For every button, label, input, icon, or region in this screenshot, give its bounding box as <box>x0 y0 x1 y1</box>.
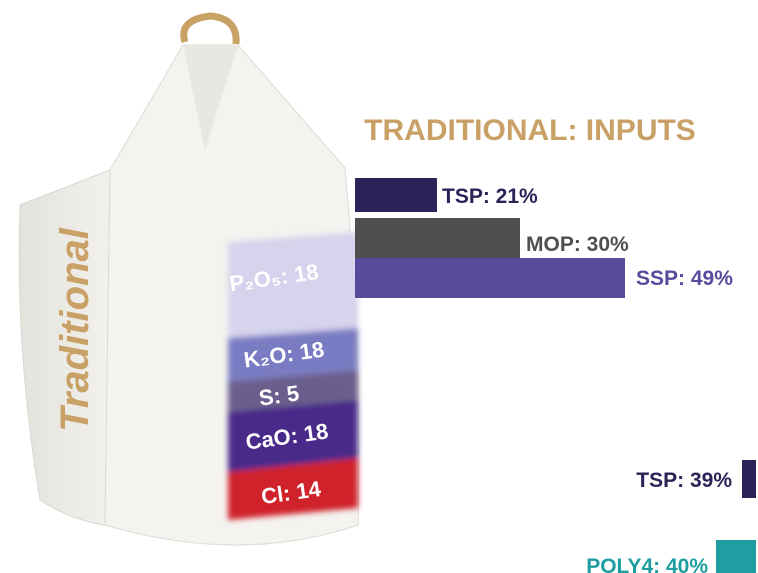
bag-side <box>18 169 111 526</box>
bar <box>742 460 756 498</box>
bar-label: POLY4: 40% <box>586 555 708 573</box>
layer <box>228 328 358 382</box>
bar <box>716 540 756 573</box>
bar-label: TSP: 39% <box>636 469 732 492</box>
bar <box>355 218 520 258</box>
layer <box>228 458 358 520</box>
bar-label: SSP: 49% <box>636 267 733 290</box>
bar <box>355 258 625 298</box>
bar-label: TSP: 21% <box>442 185 538 208</box>
layer <box>228 232 358 338</box>
bag-fold <box>183 45 238 150</box>
bag-handle <box>180 12 240 45</box>
layer <box>228 370 358 412</box>
bar <box>355 178 437 212</box>
layers <box>228 232 358 520</box>
bar-label: MOP: 30% <box>526 233 629 256</box>
layer-label: S: 5 <box>257 380 300 410</box>
bag-name: Traditional <box>53 227 97 432</box>
title: TRADITIONAL: INPUTS <box>364 114 696 147</box>
layer <box>228 400 358 472</box>
bars: TSP: 21% MOP: 30% SSP: 49% TSP: 39% POLY4: 4… <box>355 178 756 573</box>
